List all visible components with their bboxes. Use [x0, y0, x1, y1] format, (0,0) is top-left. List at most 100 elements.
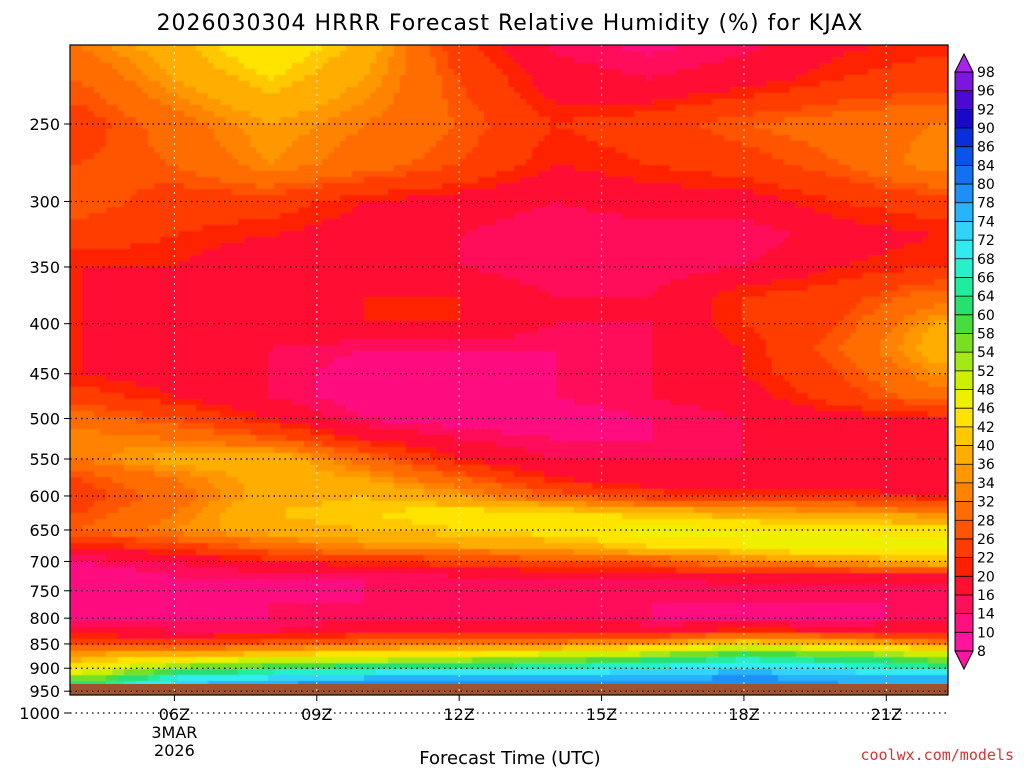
heat-cell [616, 225, 623, 232]
heat-cell [124, 75, 131, 82]
heat-cell [382, 141, 389, 148]
heat-cell [196, 237, 203, 244]
heat-cell [928, 69, 935, 76]
heat-cell [748, 243, 755, 250]
heat-cell [196, 231, 203, 238]
heat-cell [514, 231, 521, 238]
heat-cell [202, 153, 209, 160]
heat-cell [226, 225, 233, 232]
heat-cell [190, 87, 197, 94]
heat-cell [328, 237, 335, 244]
heat-cell [286, 81, 293, 88]
heat-cell [670, 147, 677, 154]
heat-cell [508, 243, 515, 250]
heat-cell [484, 231, 491, 238]
heat-cell [418, 219, 425, 226]
heat-cell [532, 237, 539, 244]
heat-cell [310, 57, 317, 64]
heat-cell [160, 93, 167, 100]
heat-cell [106, 135, 113, 142]
heat-cell [532, 171, 539, 178]
heat-cell [616, 195, 623, 202]
heat-cell [700, 195, 707, 202]
heat-cell [922, 105, 929, 112]
heat-cell [448, 165, 455, 172]
heat-cell [658, 177, 665, 184]
heat-cell [112, 81, 119, 88]
heat-cell [148, 75, 155, 82]
heat-cell [778, 81, 785, 88]
heat-cell [598, 75, 605, 82]
heat-cell [652, 99, 659, 106]
heat-cell [208, 231, 215, 238]
heat-cell [556, 243, 563, 250]
heat-cell [358, 153, 365, 160]
heat-cell [850, 117, 857, 124]
heat-cell [628, 165, 635, 172]
heat-cell [760, 111, 767, 118]
heat-cell [616, 123, 623, 130]
heat-cell [448, 237, 455, 244]
heat-cell [856, 159, 863, 166]
heat-cell [760, 45, 767, 52]
heat-cell [796, 159, 803, 166]
heat-cell [640, 75, 647, 82]
heat-cell [178, 147, 185, 154]
heat-cell [616, 183, 623, 190]
heat-cell [628, 177, 635, 184]
heat-cell [238, 207, 245, 214]
heat-cell [250, 135, 257, 142]
heat-cell [106, 123, 113, 130]
heat-cell [754, 87, 761, 94]
heat-cell [436, 87, 443, 94]
heat-cell [556, 117, 563, 124]
heat-cell [82, 195, 89, 202]
heat-cell [244, 93, 251, 100]
heat-cell [556, 219, 563, 226]
heat-cell [442, 117, 449, 124]
heat-cell [424, 147, 431, 154]
heat-cell [130, 177, 137, 184]
heat-cell [904, 105, 911, 112]
heat-cell [412, 147, 419, 154]
heat-cell [376, 201, 383, 208]
heat-cell [460, 183, 467, 190]
heat-cell [772, 45, 779, 52]
heat-cell [442, 153, 449, 160]
heat-cell [220, 117, 227, 124]
heat-cell [592, 141, 599, 148]
heat-cell [400, 207, 407, 214]
heat-cell [340, 147, 347, 154]
heat-cell [388, 57, 395, 64]
heat-cell [568, 195, 575, 202]
heat-cell [490, 111, 497, 118]
heat-cell [136, 81, 143, 88]
heat-cell [838, 69, 845, 76]
heat-cell [652, 81, 659, 88]
heat-cell [904, 219, 911, 226]
heat-cell [862, 201, 869, 208]
heat-cell [394, 99, 401, 106]
heat-cell [118, 153, 125, 160]
heat-cell [580, 147, 587, 154]
heat-cell [460, 141, 467, 148]
heat-cell [352, 81, 359, 88]
heat-cell [382, 111, 389, 118]
heat-cell [418, 171, 425, 178]
heat-cell [880, 225, 887, 232]
heat-cell [946, 141, 948, 148]
heat-cell [118, 147, 125, 154]
heat-cell [514, 207, 521, 214]
heat-cell [688, 165, 695, 172]
heat-cell [592, 201, 599, 208]
heat-cell [382, 57, 389, 64]
heat-cell [532, 51, 539, 58]
heat-cell [676, 207, 683, 214]
heat-cell [292, 165, 299, 172]
heat-cell [940, 153, 947, 160]
heat-cell [262, 213, 269, 220]
heat-cell [730, 57, 737, 64]
heat-cell [694, 57, 701, 64]
heat-cell [940, 171, 947, 178]
heat-cell [424, 63, 431, 70]
